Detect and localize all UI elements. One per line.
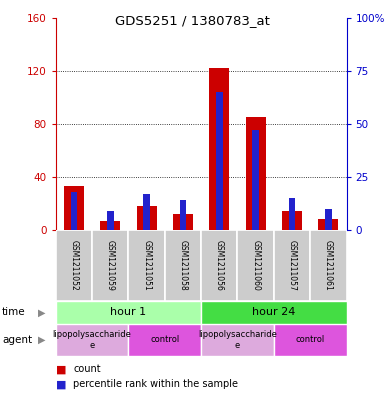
Text: ▶: ▶ xyxy=(38,335,45,345)
Bar xyxy=(129,324,201,356)
Bar xyxy=(56,301,201,324)
Bar xyxy=(137,206,157,230)
Text: control: control xyxy=(150,336,179,344)
Text: GSM1211060: GSM1211060 xyxy=(251,240,260,291)
Text: GSM1211051: GSM1211051 xyxy=(142,240,151,291)
Text: GSM1211061: GSM1211061 xyxy=(324,240,333,291)
Text: GSM1211057: GSM1211057 xyxy=(288,240,296,291)
Bar xyxy=(201,301,346,324)
Bar xyxy=(56,324,129,356)
Text: GSM1211058: GSM1211058 xyxy=(179,240,187,291)
Bar xyxy=(274,324,346,356)
Bar xyxy=(274,230,310,301)
Bar xyxy=(209,68,229,230)
Text: lipopolysaccharide
e: lipopolysaccharide e xyxy=(53,330,132,350)
Bar xyxy=(173,214,193,230)
Text: GSM1211052: GSM1211052 xyxy=(69,240,79,291)
Bar xyxy=(107,211,114,230)
Text: hour 24: hour 24 xyxy=(252,307,296,318)
Bar xyxy=(201,230,238,301)
Text: agent: agent xyxy=(2,335,32,345)
Text: control: control xyxy=(296,336,325,344)
Text: percentile rank within the sample: percentile rank within the sample xyxy=(73,379,238,389)
Bar xyxy=(325,209,331,230)
Text: ■: ■ xyxy=(56,379,66,389)
Bar xyxy=(100,220,121,230)
Bar xyxy=(71,192,77,230)
Bar xyxy=(92,230,129,301)
Text: GSM1211056: GSM1211056 xyxy=(215,240,224,291)
Bar xyxy=(216,92,223,230)
Bar xyxy=(129,230,165,301)
Text: count: count xyxy=(73,364,101,375)
Text: lipopolysaccharide
e: lipopolysaccharide e xyxy=(198,330,277,350)
Text: GDS5251 / 1380783_at: GDS5251 / 1380783_at xyxy=(115,14,270,27)
Text: GSM1211059: GSM1211059 xyxy=(106,240,115,291)
Bar xyxy=(180,200,186,230)
Bar xyxy=(56,230,92,301)
Bar xyxy=(201,324,274,356)
Text: ▶: ▶ xyxy=(38,307,45,318)
Bar xyxy=(165,230,201,301)
Bar xyxy=(289,198,295,230)
Bar xyxy=(64,186,84,230)
Bar xyxy=(318,219,338,230)
Text: time: time xyxy=(2,307,25,318)
Bar xyxy=(282,211,302,230)
Bar xyxy=(246,117,266,230)
Bar xyxy=(310,230,346,301)
Bar xyxy=(238,230,274,301)
Bar xyxy=(253,130,259,230)
Bar xyxy=(143,194,150,230)
Text: ■: ■ xyxy=(56,364,66,375)
Text: hour 1: hour 1 xyxy=(110,307,147,318)
